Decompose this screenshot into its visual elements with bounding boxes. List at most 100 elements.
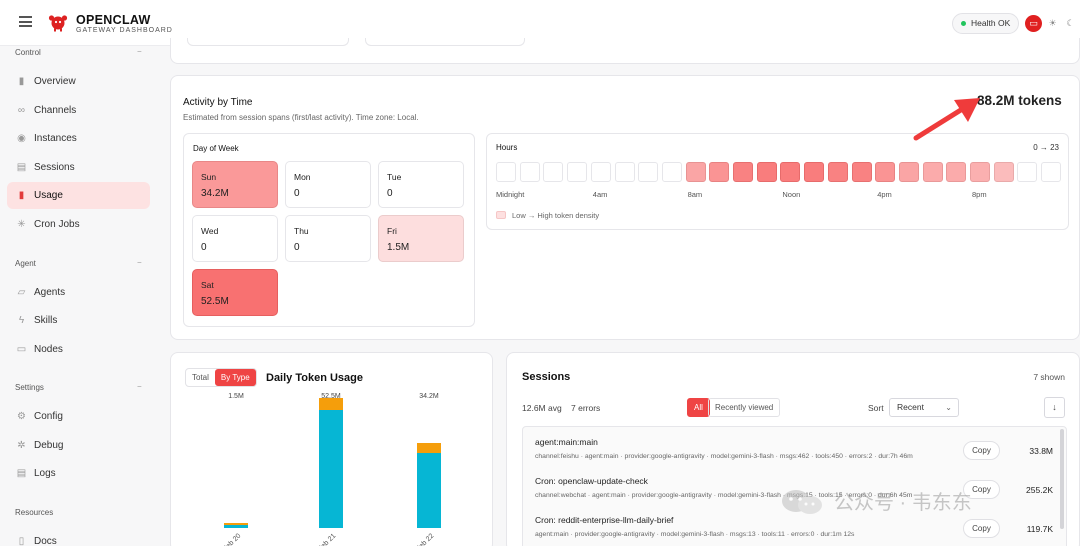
sidebar-item-label: Docs [34, 536, 57, 546]
day-name: Sun [201, 172, 217, 182]
hour-cell [827, 162, 848, 182]
bar-segment-primary[interactable] [319, 409, 343, 528]
collapse-icon[interactable]: − [137, 258, 142, 267]
zap-icon: ϟ [18, 315, 25, 326]
hours-range: 0 → 23 [1033, 143, 1059, 152]
filter-all[interactable]: All [687, 398, 710, 417]
gear-icon: ⚙ [17, 411, 26, 422]
sidebar-item-usage[interactable]: ▮ Usage [7, 182, 150, 209]
brand-title: OPENCLAW [76, 13, 151, 27]
sidebar-item-nodes[interactable]: ▭ Nodes [7, 336, 150, 363]
bar-chart-icon: ▮ [18, 190, 25, 201]
summary-card-partial [170, 38, 1080, 64]
sidebar-item-docs[interactable]: ▯ Docs [7, 528, 150, 546]
hour-tick-label: Midnight [496, 190, 525, 199]
monitor-icon[interactable]: ▭ [1025, 15, 1042, 32]
sort-direction-button[interactable]: ↓ [1044, 397, 1065, 418]
sidebar-item-label: Nodes [34, 344, 63, 355]
day-cell-thu: Thu 0 [285, 215, 371, 262]
sidebar-item-debug[interactable]: ✲ Debug [7, 432, 150, 459]
copy-button[interactable]: Copy [963, 519, 1000, 538]
sidebar-item-instances[interactable]: ◉ Instances [7, 125, 150, 152]
hours-title: Hours [496, 143, 518, 152]
toggle-total[interactable]: Total [192, 373, 209, 382]
sort-select[interactable]: Recent ⌄ [889, 398, 959, 417]
session-meta: channel:webchat · agent:main · provider:… [535, 492, 913, 499]
hour-cell [496, 162, 516, 182]
sidebar-item-skills[interactable]: ϟ Skills [7, 307, 150, 334]
scrollbar[interactable] [1060, 429, 1064, 529]
day-value: 0 [201, 242, 207, 253]
day-cell-mon: Mon 0 [285, 161, 371, 208]
day-name: Wed [201, 226, 219, 236]
hour-cell [661, 162, 682, 182]
bar-segment-secondary[interactable] [417, 443, 441, 454]
chevron-down-icon: ⌄ [945, 403, 952, 412]
sidebar-item-logs[interactable]: ▤ Logs [7, 460, 150, 487]
sidebar-item-config[interactable]: ⚙ Config [7, 403, 150, 430]
hour-tick-label: 4pm [877, 190, 892, 199]
day-value: 0 [294, 188, 300, 199]
brand-subtitle: GATEWAY DASHBOARD [76, 27, 173, 34]
sidebar-item-cron-jobs[interactable]: ✳ Cron Jobs [7, 211, 150, 238]
sidebar-item-label: Channels [34, 105, 77, 116]
bar-total-label: 1.5M [228, 393, 244, 400]
hours-panel: Hours 0 → 23 Midnight 4am 8am Noon 4pm 8pm Lo… [486, 133, 1069, 230]
sessions-errors: 7 errors [571, 403, 601, 413]
menu-icon[interactable] [19, 16, 32, 27]
summary-tile [187, 38, 349, 46]
day-value: 1.5M [387, 242, 410, 253]
sidebar-item-sessions[interactable]: ▤ Sessions [7, 154, 150, 181]
link-icon: ∞ [17, 105, 26, 116]
hour-tick-label: Noon [782, 190, 801, 199]
day-cell-sun: Sun 34.2M [192, 161, 278, 208]
hour-cell [685, 162, 706, 182]
file-icon: ▤ [16, 162, 27, 173]
hour-cell [875, 162, 896, 182]
copy-button[interactable]: Copy [963, 480, 1000, 499]
sessions-shown-count: 7 shown [1033, 372, 1065, 382]
bar-segment-primary[interactable] [224, 525, 248, 528]
health-label: Health [971, 18, 996, 28]
sidebar-item-label: Sessions [34, 162, 75, 173]
bar-chart-icon: ▮ [18, 76, 25, 87]
filter-recently-viewed[interactable]: Recently viewed [708, 398, 781, 417]
session-title[interactable]: agent:main:main [535, 437, 598, 447]
hour-cell [804, 162, 825, 182]
x-tick-label: Feb 22 [415, 532, 436, 546]
sidebar: Control − ▮ Overview ∞ Channels ◉ Instan… [0, 46, 160, 546]
toggle-by-type[interactable]: By Type [214, 369, 256, 386]
sidebar-item-overview[interactable]: ▮ Overview [7, 68, 150, 95]
collapse-icon[interactable]: − [137, 382, 142, 391]
section-title-control: Control [15, 48, 41, 57]
hour-cell [1041, 162, 1062, 182]
sun-icon[interactable]: ☀ [1048, 18, 1057, 28]
health-value: OK [997, 18, 1011, 28]
sidebar-item-label: Config [34, 411, 63, 422]
section-title-agent: Agent [15, 259, 36, 268]
session-title[interactable]: Cron: reddit-enterprise-llm-daily-brief [535, 515, 674, 525]
sidebar-item-label: Logs [34, 468, 56, 479]
hour-cell [946, 162, 967, 182]
sort-label: Sort [868, 403, 884, 413]
bar-segment-secondary[interactable] [224, 523, 248, 526]
sidebar-item-label: Overview [34, 76, 76, 87]
section-title-settings: Settings [15, 383, 44, 392]
activity-subtitle: Estimated from session spans (first/last… [183, 113, 419, 122]
collapse-icon[interactable]: − [137, 47, 142, 56]
total-tokens: 88.2M tokens [977, 93, 1062, 108]
session-title[interactable]: Cron: openclaw-update-check [535, 476, 648, 486]
sidebar-item-channels[interactable]: ∞ Channels [7, 97, 150, 124]
watermark-text: 公众号 · 韦东东 [834, 492, 972, 514]
folder-icon: ▱ [17, 287, 26, 298]
hour-cell [590, 162, 611, 182]
bar-segment-secondary[interactable] [319, 398, 343, 410]
health-badge: Health OK [952, 13, 1020, 34]
copy-button[interactable]: Copy [963, 441, 1000, 460]
sidebar-item-agents[interactable]: ▱ Agents [7, 279, 150, 306]
hour-cell [614, 162, 635, 182]
bar-segment-primary[interactable] [417, 453, 441, 528]
hour-cell [733, 162, 753, 182]
sidebar-item-label: Cron Jobs [34, 219, 80, 230]
moon-icon[interactable]: ☾ [1066, 18, 1075, 28]
